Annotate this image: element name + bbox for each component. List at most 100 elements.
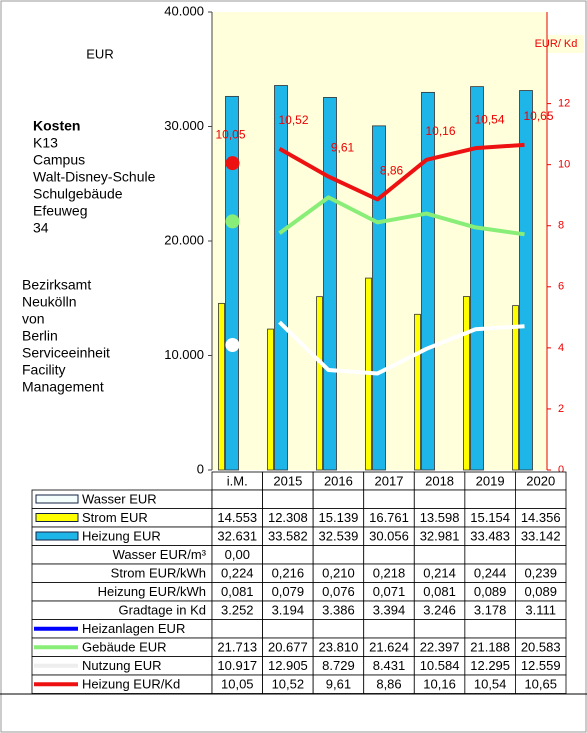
table-value: 21.713 xyxy=(217,640,257,655)
table-value: 0,00 xyxy=(225,547,250,562)
table-cell xyxy=(312,545,365,565)
table-cell xyxy=(413,545,466,565)
point xyxy=(225,214,240,229)
table-cell xyxy=(363,489,415,509)
table-cell xyxy=(363,619,415,639)
data-label: 10,52 xyxy=(278,113,308,127)
table-value: 10,52 xyxy=(272,677,305,692)
table-value: 20.677 xyxy=(268,640,308,655)
table-value: 10,54 xyxy=(474,677,507,692)
line xyxy=(278,142,525,202)
legend-label: Heizung EUR/Kd xyxy=(82,677,180,692)
table-value: 8,86 xyxy=(376,677,401,692)
y-tick-label: 40.000 xyxy=(164,3,204,18)
table-cell xyxy=(262,619,314,639)
table-value: 14.356 xyxy=(521,510,561,525)
bar xyxy=(274,85,288,471)
table-value: 21.624 xyxy=(369,640,409,655)
bar xyxy=(323,97,337,471)
x-tick-label: 2016 xyxy=(324,473,353,488)
table-value: 12.308 xyxy=(268,510,308,525)
data-label: 10,16 xyxy=(425,124,455,138)
table-value: 3.246 xyxy=(423,603,456,618)
bar xyxy=(267,328,274,471)
y-tick-label: 10.000 xyxy=(164,347,204,362)
table-value: 0,076 xyxy=(322,584,355,599)
data-label: 10,05 xyxy=(215,127,245,141)
table-cell xyxy=(211,489,263,509)
bar xyxy=(225,95,239,471)
table-value: 30.056 xyxy=(369,529,409,544)
point xyxy=(225,338,240,353)
info-line: Schulgebäude xyxy=(33,186,123,202)
line xyxy=(278,320,525,376)
legend-swatch xyxy=(35,531,79,541)
table-value: 16.761 xyxy=(369,510,409,525)
y2-tick-label: 4 xyxy=(558,342,564,354)
y2-tick-label: 0 xyxy=(558,464,564,476)
bar xyxy=(372,125,386,471)
bar xyxy=(421,91,435,471)
info-line: K13 xyxy=(33,135,58,151)
table-value: 0,089 xyxy=(524,584,557,599)
table-cell xyxy=(363,545,415,565)
table-value: 0,089 xyxy=(474,584,507,599)
data-label: 10,65 xyxy=(523,109,553,123)
table-value: 10.917 xyxy=(217,658,257,673)
legend-swatch xyxy=(35,513,79,522)
table-cell xyxy=(515,619,567,639)
table-value: 0,239 xyxy=(524,566,557,581)
table-value: 8.431 xyxy=(373,658,406,673)
table-value: 0,210 xyxy=(322,566,355,581)
point xyxy=(225,156,240,171)
row-label: Gradtage in Kd xyxy=(119,603,206,618)
bar xyxy=(414,313,421,471)
table-value: 15.154 xyxy=(470,510,510,525)
row-label: Heizung EUR/kWh xyxy=(98,584,206,599)
info-line: Management xyxy=(22,379,104,395)
table-value: 12.559 xyxy=(521,658,561,673)
table-cell xyxy=(515,545,567,565)
legend-label: Heizung EUR xyxy=(82,529,161,544)
bar xyxy=(218,302,225,471)
y2-tick-label: 8 xyxy=(558,220,564,232)
y2-tick-label: 6 xyxy=(558,281,564,293)
info-line: Bezirksamt xyxy=(22,277,91,293)
table-cell xyxy=(515,489,567,509)
table-value: 3.111 xyxy=(525,603,556,618)
table-value: 33.483 xyxy=(470,529,510,544)
x-tick-label: 2018 xyxy=(425,473,454,488)
y2-tick-label: 12 xyxy=(558,98,570,110)
legend-swatch xyxy=(35,494,79,504)
y-tick-label: 30.000 xyxy=(164,118,204,133)
y2-label-box xyxy=(528,35,584,53)
x-tick-label: 2019 xyxy=(476,473,505,488)
table-cell xyxy=(413,489,466,509)
table-value: 33.142 xyxy=(521,529,561,544)
table-value: 33.582 xyxy=(268,529,308,544)
table-value: 3.178 xyxy=(474,603,507,618)
table-value: 3.386 xyxy=(322,603,355,618)
table-value: 0,214 xyxy=(423,566,456,581)
bar xyxy=(316,296,323,471)
table-value: 22.397 xyxy=(420,640,460,655)
table-value: 12.295 xyxy=(470,658,510,673)
table-value: 10,65 xyxy=(524,677,557,692)
table-value: 0,244 xyxy=(474,566,507,581)
table-value: 3.194 xyxy=(272,603,305,618)
data-label: 8,86 xyxy=(380,164,404,178)
table-value: 0,081 xyxy=(221,584,254,599)
info-line: 34 xyxy=(33,220,49,236)
data-label: 10,54 xyxy=(474,112,504,126)
bar xyxy=(470,86,484,471)
table-value: 12.905 xyxy=(268,658,308,673)
info-line: Serviceeinheit xyxy=(22,345,110,361)
table-value: 0,079 xyxy=(272,584,305,599)
table-value: 0,224 xyxy=(221,566,254,581)
info-line: Walt-Disney-Schule xyxy=(33,169,156,185)
row-label: Strom EUR/kWh xyxy=(111,566,206,581)
legend-label: Heizanlagen EUR xyxy=(82,621,185,636)
table-value: 0,216 xyxy=(272,566,305,581)
table-value: 20.583 xyxy=(521,640,561,655)
